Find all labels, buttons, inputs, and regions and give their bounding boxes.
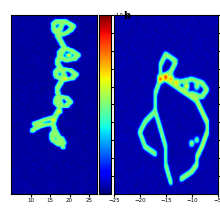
Text: b: b (123, 11, 130, 21)
Y-axis label: A.U.: A.U. (126, 98, 131, 111)
